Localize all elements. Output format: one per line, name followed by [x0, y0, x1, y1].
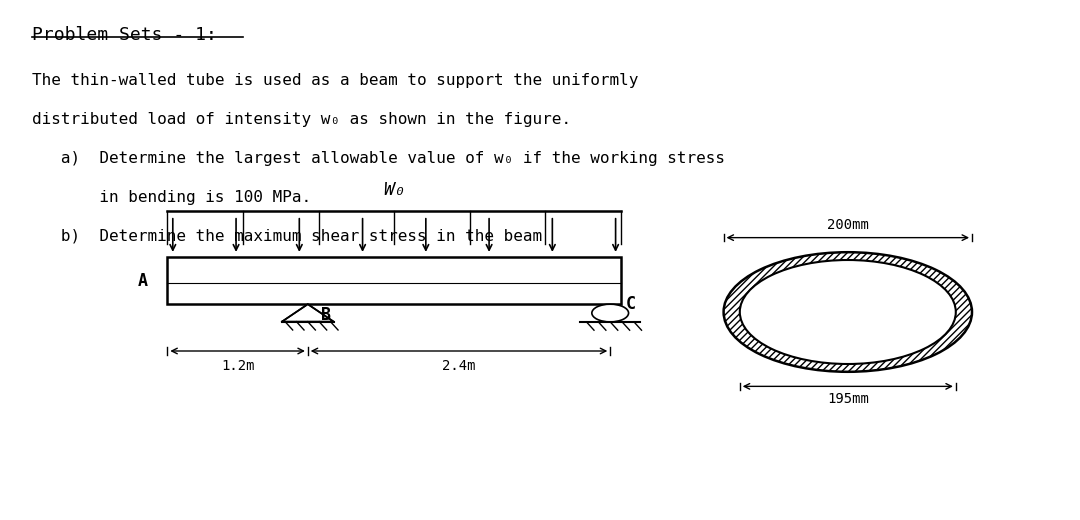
Text: A: A — [138, 272, 148, 290]
Text: Problem Sets - 1:: Problem Sets - 1: — [32, 26, 217, 44]
Circle shape — [724, 252, 972, 372]
Text: distributed load of intensity w₀ as shown in the figure.: distributed load of intensity w₀ as show… — [32, 112, 571, 127]
Polygon shape — [282, 304, 334, 322]
Circle shape — [592, 304, 629, 322]
Text: 1.2m: 1.2m — [220, 359, 255, 373]
Text: 2.4m: 2.4m — [442, 359, 476, 373]
Text: 195mm: 195mm — [827, 392, 868, 406]
Text: in bending is 100 MPa.: in bending is 100 MPa. — [32, 190, 311, 205]
Text: b)  Determine the maximum shear stress in the beam: b) Determine the maximum shear stress in… — [32, 229, 542, 244]
Text: The thin-walled tube is used as a beam to support the uniformly: The thin-walled tube is used as a beam t… — [32, 73, 638, 88]
Bar — [167, 257, 621, 304]
Text: a)  Determine the largest allowable value of w₀ if the working stress: a) Determine the largest allowable value… — [32, 151, 726, 166]
Text: C: C — [625, 295, 635, 313]
Text: B: B — [321, 306, 330, 324]
Circle shape — [740, 260, 956, 364]
Text: W₀: W₀ — [383, 181, 405, 199]
Text: 200mm: 200mm — [827, 218, 868, 232]
